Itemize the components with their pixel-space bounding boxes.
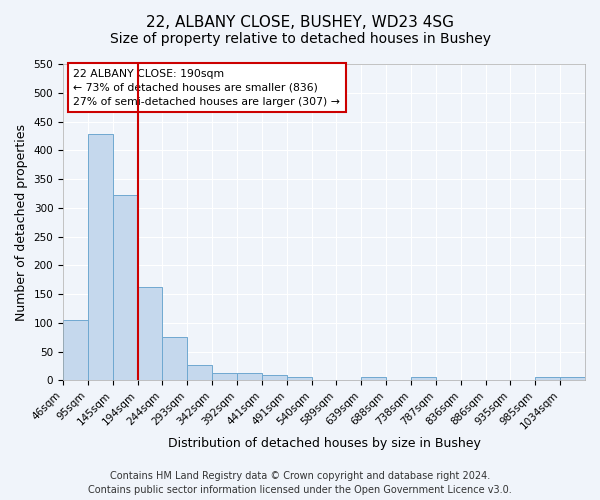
Bar bbox=[113, 195, 137, 380]
Bar bbox=[287, 378, 311, 380]
Bar bbox=[535, 378, 560, 380]
Bar bbox=[63, 320, 88, 380]
X-axis label: Distribution of detached houses by size in Bushey: Distribution of detached houses by size … bbox=[167, 437, 481, 450]
Bar bbox=[237, 373, 262, 380]
Bar bbox=[361, 378, 386, 380]
Bar bbox=[88, 134, 113, 380]
Bar bbox=[212, 373, 237, 380]
Bar bbox=[187, 364, 212, 380]
Text: Contains HM Land Registry data © Crown copyright and database right 2024.
Contai: Contains HM Land Registry data © Crown c… bbox=[88, 471, 512, 495]
Text: 22 ALBANY CLOSE: 190sqm
← 73% of detached houses are smaller (836)
27% of semi-d: 22 ALBANY CLOSE: 190sqm ← 73% of detache… bbox=[73, 68, 340, 106]
Bar bbox=[560, 378, 585, 380]
Bar bbox=[137, 286, 163, 380]
Text: Size of property relative to detached houses in Bushey: Size of property relative to detached ho… bbox=[110, 32, 491, 46]
Y-axis label: Number of detached properties: Number of detached properties bbox=[15, 124, 28, 320]
Bar bbox=[262, 374, 287, 380]
Text: 22, ALBANY CLOSE, BUSHEY, WD23 4SG: 22, ALBANY CLOSE, BUSHEY, WD23 4SG bbox=[146, 15, 454, 30]
Bar bbox=[163, 337, 187, 380]
Bar bbox=[411, 378, 436, 380]
